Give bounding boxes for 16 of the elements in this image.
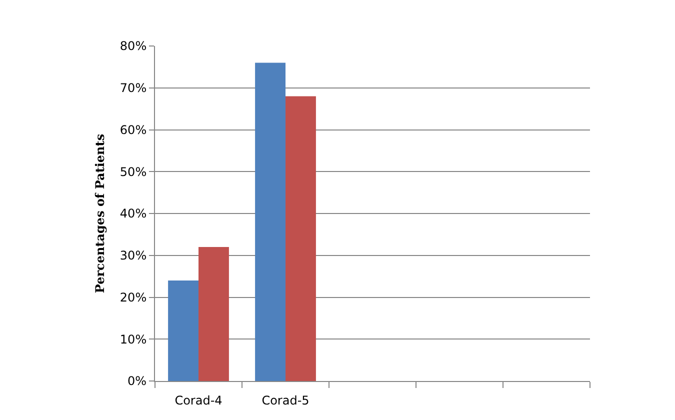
y-tick-label: 0%	[128, 374, 147, 388]
y-tick-label: 60%	[120, 122, 147, 137]
bar	[198, 247, 229, 381]
bar	[286, 96, 316, 381]
y-tick-label: 70%	[120, 81, 147, 96]
x-tick-label: Corad-5	[262, 393, 310, 408]
y-tick-label: 40%	[120, 206, 147, 221]
y-tick-label: 10%	[120, 332, 147, 346]
y-tick-label: 50%	[120, 164, 147, 179]
y-tick-label: 20%	[120, 290, 147, 304]
bar	[255, 62, 286, 381]
x-tick-label: Corad-4	[174, 393, 222, 408]
y-tick-label: 30%	[120, 248, 147, 263]
y-tick-label: 80%	[120, 39, 147, 54]
y-axis-title: Percentages of Patients	[93, 134, 108, 294]
bar	[168, 280, 198, 381]
